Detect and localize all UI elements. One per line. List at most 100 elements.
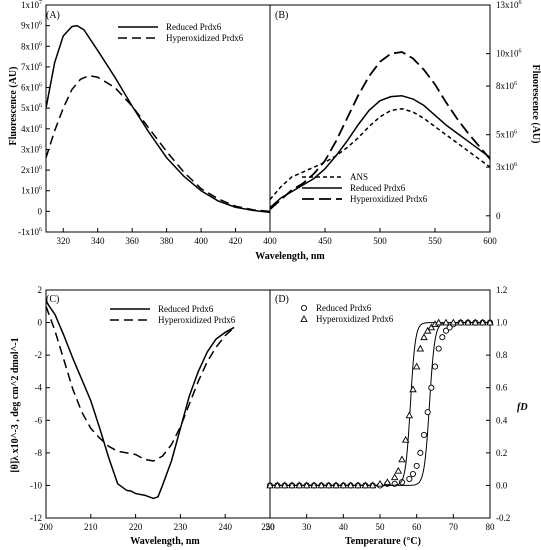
data-point-circle xyxy=(409,470,417,478)
x-tick-label: 240 xyxy=(218,522,232,532)
data-point-triangle xyxy=(420,333,428,341)
data-point-circle xyxy=(435,345,442,352)
data-point-triangle xyxy=(317,481,326,489)
data-point-triangle xyxy=(361,481,370,489)
data-point-triangle xyxy=(486,318,494,326)
y-tick-label: 4x106 xyxy=(21,124,42,134)
panel-a: (A) 320 340 360 380 400 420 -1x106 0 1x106 2x106 3… xyxy=(18,0,271,246)
y-tick-label: 0.8 xyxy=(496,350,508,360)
panel-a-label: (A) xyxy=(46,10,60,21)
y-tick-label: -6 xyxy=(35,415,43,425)
series-line-1 xyxy=(46,306,235,462)
data-point-triangle xyxy=(383,478,392,486)
y-tick-label: 2 xyxy=(38,285,43,295)
data-point-triangle xyxy=(266,481,274,489)
x-tick-label: 500 xyxy=(373,236,387,246)
y-tick-label: 0.2 xyxy=(496,448,507,458)
data-point-triangle xyxy=(412,362,421,370)
data-point-triangle xyxy=(478,318,487,326)
data-point-triangle xyxy=(288,481,296,489)
data-point-triangle xyxy=(464,318,472,326)
x-tick-label: 360 xyxy=(125,236,139,246)
data-point-triangle xyxy=(346,481,355,489)
data-point-triangle xyxy=(401,435,410,443)
x-tick-label: 40 xyxy=(339,522,349,532)
data-point-triangle xyxy=(280,481,289,489)
y-tick-label: 8x106 xyxy=(496,81,517,91)
x-tick-label: 250 xyxy=(261,522,275,532)
data-point-triangle xyxy=(394,466,403,474)
series-1-fit xyxy=(270,322,490,486)
data-point-triangle xyxy=(398,455,406,463)
series-line-1 xyxy=(46,74,270,213)
series-0-fit xyxy=(270,322,490,486)
y-tick-label: 9x106 xyxy=(21,21,42,31)
legend-label: Hyperoxidized Prdx6 xyxy=(350,194,428,204)
data-point-circle xyxy=(420,431,428,438)
panel-b: (B) 400 450 500 550 600 0 3x106 5x106 8x106 10x10… xyxy=(263,0,521,246)
data-point-triangle xyxy=(405,411,414,419)
x-tick-label: 220 xyxy=(129,522,143,532)
x-tick-label: 400 xyxy=(263,236,277,246)
data-point-circle xyxy=(439,334,446,341)
x-tick-label: 200 xyxy=(39,522,53,532)
x-tick-label: 50 xyxy=(376,522,386,532)
x-tick-label: 70 xyxy=(449,522,459,532)
y-tick-label: 0.0 xyxy=(496,480,508,490)
data-point-triangle xyxy=(456,318,465,326)
x-tick-label: 340 xyxy=(91,236,105,246)
panel-c-ylabel: [θ]λ x10^-3 , deg cm^2 dmol^-1 xyxy=(10,337,21,472)
y-tick-label: -10 xyxy=(30,480,42,490)
data-point-triangle xyxy=(376,479,384,487)
x-tick-label: 230 xyxy=(174,522,188,532)
y-tick-label: 0 xyxy=(38,206,43,216)
y-tick-label: 1.2 xyxy=(496,285,507,295)
data-point-circle xyxy=(446,324,453,331)
data-point-triangle xyxy=(310,481,318,489)
x-tick-label: 450 xyxy=(318,236,332,246)
data-point-circle xyxy=(413,462,420,469)
data-point-triangle xyxy=(471,318,480,326)
panel-b-xlabel: Wavelength, nm xyxy=(255,251,325,262)
data-point-circle xyxy=(442,327,450,334)
y-tick-label: 7x106 xyxy=(21,62,42,72)
fit-curve xyxy=(270,322,490,486)
x-tick-label: 420 xyxy=(229,236,243,246)
data-point-triangle xyxy=(416,344,425,352)
y-tick-label: 1.0 xyxy=(496,318,508,328)
data-point-triangle xyxy=(332,481,340,489)
panel-d: (D) 20 30 40 50 60 70 80-0.2 0.0 0.2 0.4 0.6 0.8 1.0… xyxy=(266,285,511,532)
y-tick-label: 3x106 xyxy=(496,162,517,172)
y-tick-label: 0.4 xyxy=(496,415,508,425)
panel-c-label: (C) xyxy=(46,294,59,305)
fit-curve xyxy=(270,322,490,486)
legend-label: ANS xyxy=(350,172,368,182)
x-tick-label: 20 xyxy=(266,522,276,532)
data-point-triangle xyxy=(354,481,362,489)
legend-marker xyxy=(300,304,308,312)
series-line-2 xyxy=(270,51,490,210)
y-tick-label: 1x107 xyxy=(21,0,42,10)
y-tick-label: 2x106 xyxy=(21,165,42,175)
data-point-triangle xyxy=(302,481,311,489)
y-tick-label: 0 xyxy=(496,211,501,221)
y-tick-label: 0 xyxy=(38,318,43,328)
y-tick-label: -8 xyxy=(35,448,43,458)
legend-label: Reduced Prdx6 xyxy=(350,183,406,193)
y-tick-label: 3x106 xyxy=(21,144,42,154)
data-point-triangle xyxy=(295,481,304,489)
y-tick-label: 8x106 xyxy=(21,41,42,51)
panel-d-xlabel: Temperature (°C) xyxy=(345,536,421,547)
y-tick-label: 5x106 xyxy=(496,130,517,140)
x-tick-label: 80 xyxy=(486,522,496,532)
data-point-triangle xyxy=(409,385,417,393)
data-point-triangle xyxy=(368,481,377,489)
data-point-triangle xyxy=(324,481,333,489)
legend-label: Hyperoxidized Prdx6 xyxy=(316,314,394,324)
x-tick-label: 320 xyxy=(56,236,70,246)
legend-label: Hyperoxidized Prdx6 xyxy=(158,315,236,325)
data-point-triangle xyxy=(442,318,450,326)
